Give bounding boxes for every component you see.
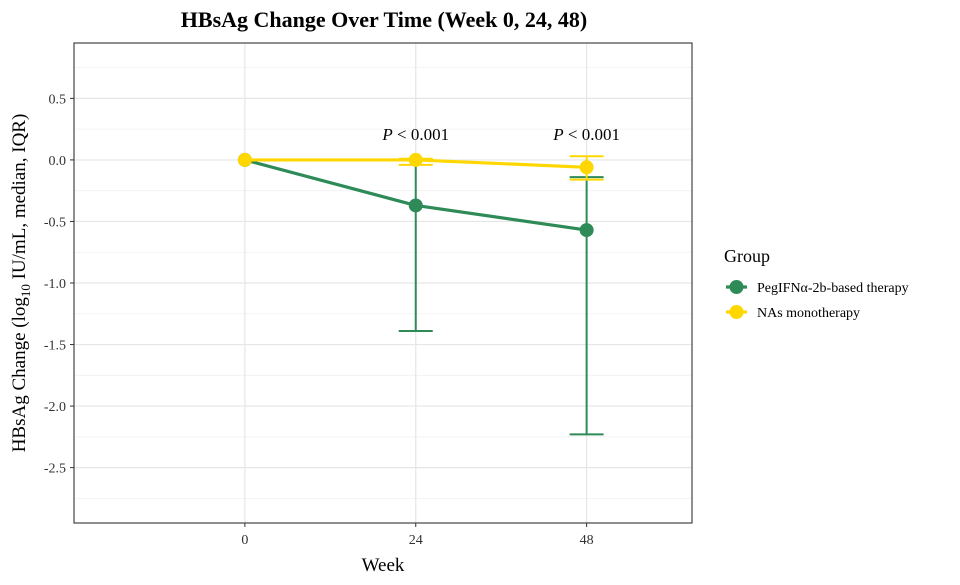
data-series [237, 152, 604, 436]
y-tick-label: 0.0 [49, 154, 67, 169]
data-point [408, 152, 423, 167]
annotations: P < 0.001 P < 0.001 [381, 125, 620, 144]
legend-key-point [729, 280, 744, 294]
y-tick-label: -2.5 [44, 462, 66, 477]
series-group [237, 152, 604, 181]
x-tick-label: 0 [241, 533, 248, 548]
data-point [579, 223, 594, 238]
y-tick-label: -1.0 [44, 277, 66, 292]
data-point [408, 198, 423, 213]
x-tick-label: 24 [409, 533, 423, 548]
y-tick-label: -1.5 [44, 339, 66, 354]
y-axis-title: HBsAg Change (log10 IU/mL, median, IQR) [9, 114, 33, 453]
legend-key-point [729, 305, 744, 319]
y-tick-label: -2.0 [44, 400, 66, 415]
legend: Group PegIFNα-2b-based therapy NAs monoth… [724, 246, 909, 321]
p-value-annotation: P < 0.001 [381, 125, 449, 144]
p-value-text: < 0.001 [564, 125, 620, 144]
x-tick-label: 48 [580, 533, 594, 548]
p-value-annotation: P < 0.001 [552, 125, 620, 144]
y-axis-title-subscript: 10 [18, 284, 33, 297]
data-point [579, 160, 594, 175]
legend-label: PegIFNα-2b-based therapy [757, 281, 909, 296]
x-axis-title: Week [362, 555, 405, 576]
x-axis-ticks: 0 24 48 [241, 523, 594, 548]
y-axis-title-main: HBsAg Change (log [9, 297, 30, 453]
legend-title: Group [724, 246, 770, 266]
p-symbol: P [552, 125, 563, 144]
y-tick-label: -0.5 [44, 215, 66, 230]
y-tick-label: 0.5 [49, 92, 67, 107]
chart-title: HBsAg Change Over Time (Week 0, 24, 48) [181, 7, 587, 32]
y-axis-title-rest: IU/mL, median, IQR) [9, 114, 30, 284]
data-point [237, 152, 252, 167]
p-value-text: < 0.001 [393, 125, 449, 144]
legend-label: NAs monotherapy [757, 306, 860, 321]
y-axis-ticks: 0.5 0.0 -0.5 -1.0 -1.5 -2.0 -2.5 [44, 92, 74, 477]
p-symbol: P [381, 125, 392, 144]
